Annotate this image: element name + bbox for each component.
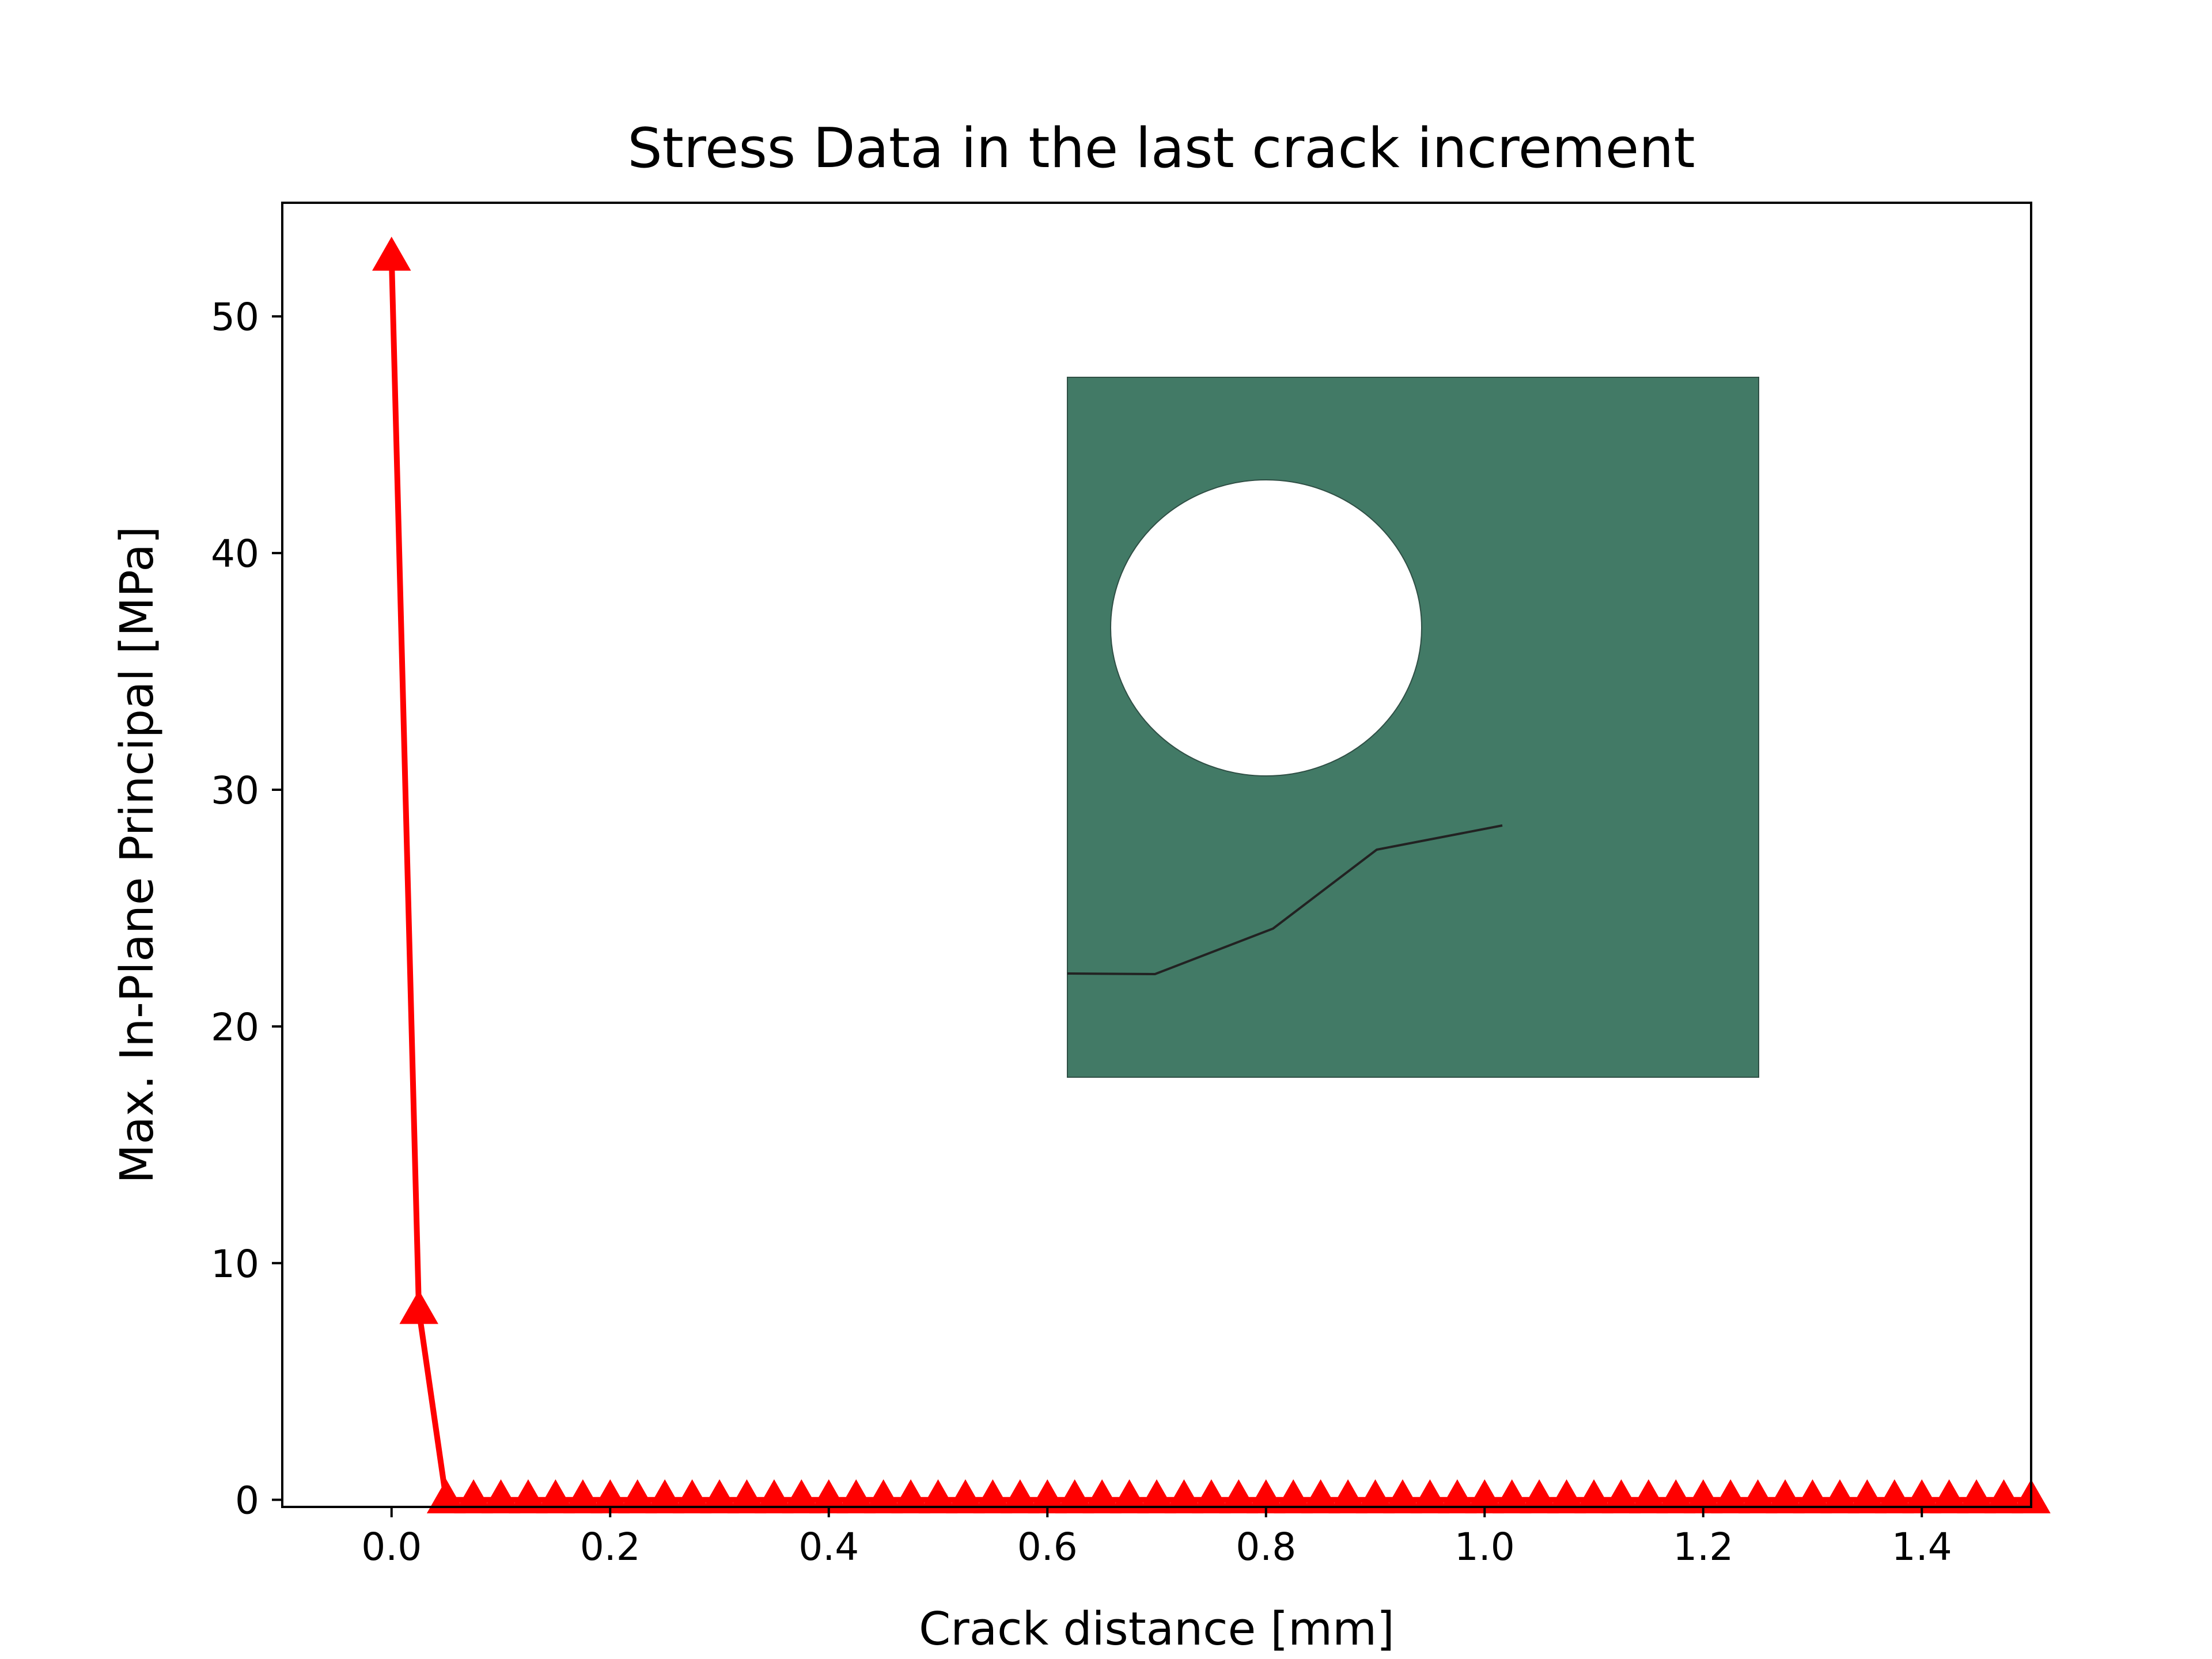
data-point-marker bbox=[755, 1479, 794, 1514]
y-tick-label: 10 bbox=[211, 1242, 259, 1286]
inset-hole bbox=[1110, 479, 1422, 777]
y-tick-label: 40 bbox=[211, 532, 259, 576]
data-point-marker bbox=[618, 1479, 657, 1514]
data-point-marker bbox=[891, 1479, 930, 1514]
data-point-marker bbox=[1601, 1479, 1641, 1514]
y-tick-label: 30 bbox=[211, 768, 259, 813]
x-tick-label: 0.4 bbox=[798, 1525, 859, 1569]
data-point-marker bbox=[1711, 1479, 1750, 1514]
data-point-marker bbox=[1957, 1479, 1996, 1514]
data-point-marker bbox=[1274, 1479, 1313, 1514]
data-point-marker bbox=[1629, 1479, 1668, 1514]
data-point-marker bbox=[1219, 1479, 1259, 1514]
x-tick-label: 0.8 bbox=[1236, 1525, 1296, 1569]
data-point-marker bbox=[1383, 1479, 1422, 1514]
data-point-marker bbox=[836, 1479, 876, 1514]
plot-area bbox=[372, 236, 2051, 1514]
data-point-marker bbox=[1656, 1479, 1696, 1514]
data-point-marker bbox=[1438, 1479, 1477, 1514]
y-axis: 0 10 20 30 40 50 bbox=[211, 295, 282, 1523]
y-tick-label: 50 bbox=[211, 295, 259, 339]
data-point-marker bbox=[645, 1479, 684, 1514]
data-point-marker bbox=[563, 1479, 603, 1514]
x-axis-title: Crack distance [mm] bbox=[919, 1603, 1395, 1656]
series-layer bbox=[372, 236, 2051, 1514]
data-point-marker bbox=[1738, 1479, 1778, 1514]
data-point-marker bbox=[1355, 1479, 1395, 1514]
data-point-marker bbox=[1547, 1479, 1586, 1514]
data-point-marker bbox=[1574, 1479, 1613, 1514]
y-tick-label: 20 bbox=[211, 1005, 259, 1050]
axes-frame bbox=[281, 202, 2032, 1508]
data-point-marker bbox=[700, 1479, 739, 1514]
data-point-marker bbox=[1082, 1479, 1122, 1514]
data-point-marker bbox=[1301, 1479, 1340, 1514]
data-point-marker bbox=[1192, 1479, 1231, 1514]
data-point-marker bbox=[399, 1290, 438, 1324]
chart-title: Stress Data in the last crack increment bbox=[627, 117, 1695, 180]
data-point-marker bbox=[1410, 1479, 1450, 1514]
data-point-marker bbox=[1109, 1479, 1149, 1514]
data-point-marker bbox=[1137, 1479, 1176, 1514]
data-point-marker bbox=[426, 1479, 466, 1514]
data-point-marker bbox=[918, 1479, 958, 1514]
data-point-marker bbox=[1055, 1479, 1094, 1514]
data-point-marker bbox=[372, 236, 411, 271]
data-point-marker bbox=[672, 1479, 712, 1514]
data-point-marker bbox=[1001, 1479, 1040, 1514]
data-point-marker bbox=[973, 1479, 1013, 1514]
data-point-marker bbox=[1984, 1479, 2024, 1514]
data-point-marker bbox=[1793, 1479, 1832, 1514]
x-axis: 0.0 0.2 0.4 0.6 0.8 1.0 1.2 1.4 bbox=[361, 1507, 1952, 1569]
data-point-marker bbox=[1929, 1479, 1969, 1514]
data-point-marker bbox=[536, 1479, 575, 1514]
data-point-marker bbox=[509, 1479, 548, 1514]
data-point-marker bbox=[1766, 1479, 1805, 1514]
x-tick-label: 0.2 bbox=[580, 1525, 641, 1569]
y-tick-label: 0 bbox=[235, 1479, 259, 1523]
x-tick-label: 1.0 bbox=[1455, 1525, 1515, 1569]
data-point-marker bbox=[1875, 1479, 1914, 1514]
data-point-marker bbox=[1492, 1479, 1532, 1514]
data-point-marker bbox=[454, 1479, 493, 1514]
data-point-marker bbox=[1820, 1479, 1859, 1514]
data-point-marker bbox=[782, 1479, 821, 1514]
inset-crack bbox=[1067, 824, 1503, 976]
data-point-marker bbox=[1847, 1479, 1887, 1514]
y-axis-title: Max. In-Plane Principal [MPa] bbox=[111, 526, 164, 1183]
x-tick-label: 0.6 bbox=[1017, 1525, 1078, 1569]
data-point-marker bbox=[946, 1479, 985, 1514]
x-tick-label: 1.2 bbox=[1673, 1525, 1733, 1569]
data-point-marker bbox=[481, 1479, 521, 1514]
data-point-marker bbox=[727, 1479, 767, 1514]
x-tick-label: 1.4 bbox=[1892, 1525, 1952, 1569]
x-tick-label: 0.0 bbox=[361, 1525, 422, 1569]
inset-image bbox=[1067, 377, 1759, 1078]
data-point-marker bbox=[863, 1479, 903, 1514]
data-point-marker bbox=[1164, 1479, 1204, 1514]
data-point-marker bbox=[1328, 1479, 1368, 1514]
data-point-marker bbox=[1520, 1479, 1559, 1514]
